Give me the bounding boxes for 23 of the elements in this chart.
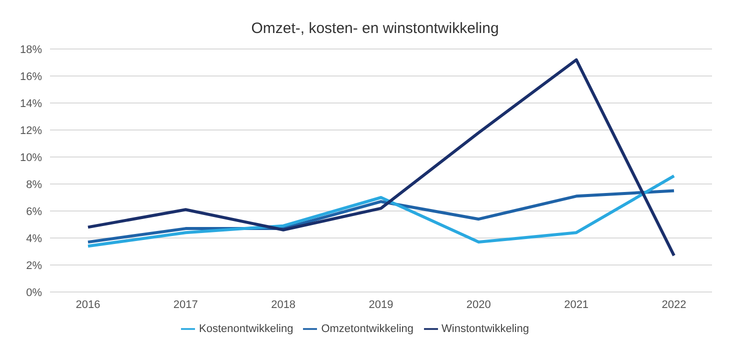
x-tick-label: 2017 [173,298,198,311]
y-tick-label: 10% [20,152,42,164]
legend-label: Winstontwikkeling [442,322,529,335]
x-tick-label: 2016 [76,298,100,311]
line-series [86,174,676,248]
y-tick-label: 0% [26,286,42,299]
x-tick-label: 2018 [271,298,296,311]
y-tick-label: 14% [20,98,42,110]
y-tick-label: 12% [20,124,42,137]
x-tick-label: 2019 [368,298,394,311]
x-tick-label: 2021 [564,298,589,311]
legend-label: Omzetontwikkeling [321,322,414,335]
x-tick-label: 2022 [662,298,686,311]
line-series [86,58,676,258]
y-tick-label: 4% [26,232,42,245]
x-tick-label: 2020 [466,298,491,311]
y-tick-label: 2% [26,260,42,272]
y-tick-label: 6% [26,206,42,218]
y-tick-label: 18% [20,44,42,56]
y-tick-label: 8% [26,178,42,191]
legend-label: Kostenontwikkeling [199,322,294,335]
chart-title: Omzet-, kosten- en winstontwikkeling [250,20,500,37]
y-tick-label: 16% [20,70,42,83]
